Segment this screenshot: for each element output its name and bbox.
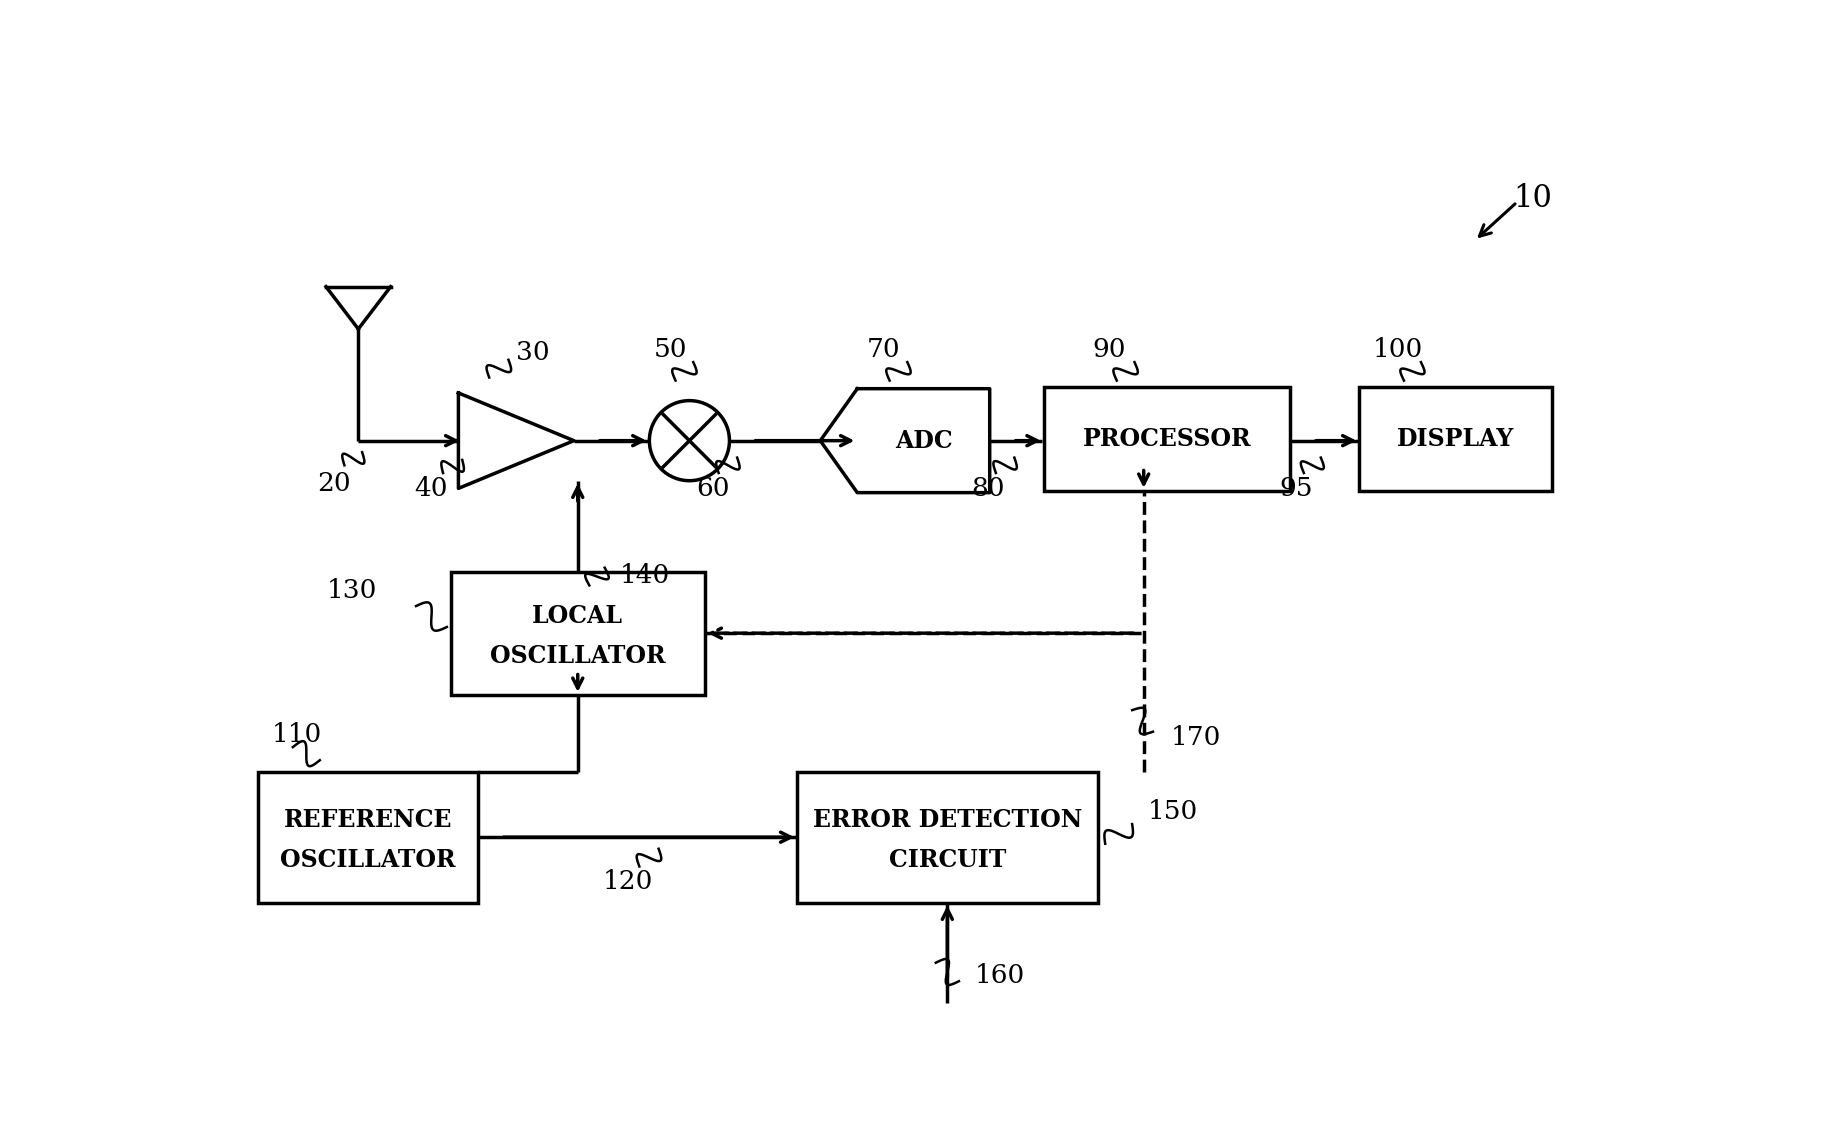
Text: REFERENCE: REFERENCE [284, 809, 452, 833]
Text: 50: 50 [653, 337, 688, 363]
Text: 100: 100 [1372, 337, 1424, 363]
Bar [797, 772, 1097, 903]
Bar [1044, 387, 1291, 491]
Polygon shape [821, 389, 990, 493]
Text: OSCILLATOR: OSCILLATOR [280, 849, 455, 873]
Text: 20: 20 [317, 470, 350, 495]
Text: 90: 90 [1092, 337, 1127, 363]
Text: 160: 160 [974, 963, 1025, 988]
Bar [258, 772, 478, 903]
Text: ERROR DETECTION: ERROR DETECTION [813, 809, 1082, 833]
Text: ADC: ADC [896, 429, 953, 453]
Text: CIRCUIT: CIRCUIT [889, 849, 1007, 873]
Text: 120: 120 [603, 869, 653, 895]
Text: 140: 140 [620, 563, 671, 588]
Text: PROCESSOR: PROCESSOR [1082, 427, 1250, 451]
Text: 10: 10 [1514, 183, 1553, 214]
Text: OSCILLATOR: OSCILLATOR [491, 644, 666, 668]
Text: 80: 80 [972, 476, 1005, 501]
Text: 95: 95 [1280, 476, 1313, 501]
Text: DISPLAY: DISPLAY [1398, 427, 1514, 451]
Text: 150: 150 [1147, 799, 1199, 824]
Text: 170: 170 [1171, 724, 1221, 749]
Bar [450, 572, 704, 694]
Polygon shape [459, 392, 573, 488]
Text: LOCAL: LOCAL [533, 604, 623, 628]
Bar [1359, 387, 1553, 491]
Circle shape [649, 400, 730, 480]
Text: 40: 40 [415, 476, 448, 501]
Text: 30: 30 [516, 340, 550, 365]
Text: 60: 60 [695, 476, 728, 501]
Text: 110: 110 [273, 722, 323, 747]
Text: 130: 130 [326, 578, 378, 603]
Text: 70: 70 [867, 337, 900, 363]
